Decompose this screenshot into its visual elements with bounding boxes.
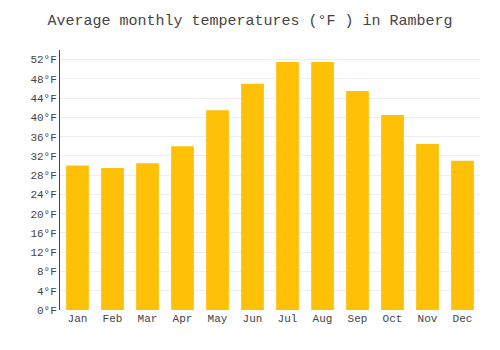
svg-text:12°F: 12°F	[30, 247, 56, 259]
svg-text:0°F: 0°F	[37, 305, 57, 317]
svg-text:Jun: Jun	[243, 313, 263, 325]
svg-text:Apr: Apr	[173, 313, 193, 325]
svg-text:36°F: 36°F	[30, 132, 56, 144]
svg-text:Oct: Oct	[383, 313, 403, 325]
svg-text:52°F: 52°F	[30, 54, 56, 66]
svg-text:4°F: 4°F	[37, 286, 57, 298]
svg-text:Feb: Feb	[103, 313, 123, 325]
svg-text:16°F: 16°F	[30, 228, 56, 240]
svg-text:48°F: 48°F	[30, 74, 56, 86]
svg-text:Dec: Dec	[453, 313, 473, 325]
svg-text:8°F: 8°F	[37, 266, 57, 278]
svg-text:Average monthly temperatures (: Average monthly temperatures (°F ) in Ra…	[47, 13, 452, 30]
svg-text:40°F: 40°F	[30, 112, 56, 124]
svg-text:20°F: 20°F	[30, 209, 56, 221]
svg-text:Sep: Sep	[348, 313, 368, 325]
svg-text:Jul: Jul	[278, 313, 298, 325]
svg-text:Mar: Mar	[138, 313, 158, 325]
svg-text:Nov: Nov	[418, 313, 438, 325]
svg-text:44°F: 44°F	[30, 93, 56, 105]
svg-text:Jan: Jan	[68, 313, 88, 325]
svg-text:May: May	[208, 313, 228, 325]
svg-text:28°F: 28°F	[30, 170, 56, 182]
svg-text:24°F: 24°F	[30, 189, 56, 201]
svg-text:32°F: 32°F	[30, 151, 56, 163]
svg-text:Aug: Aug	[313, 313, 333, 325]
